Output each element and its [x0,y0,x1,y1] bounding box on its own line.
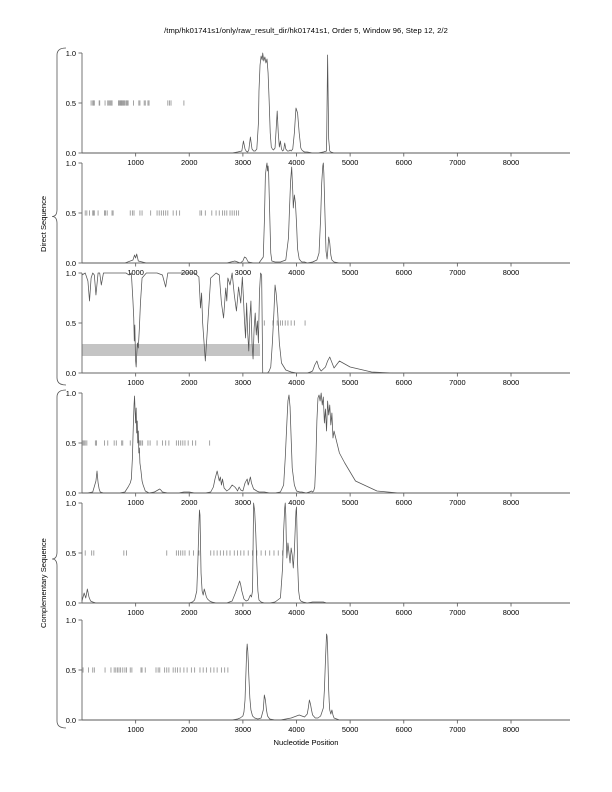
x-tick-label: 7000 [449,268,465,277]
x-tick-label: 7000 [449,608,465,617]
x-tick-label: 2000 [181,498,197,507]
panel-5: 0.0 0.5 1.0 1000 2000 3000 4000 5000 6000 7000 800… [66,499,570,617]
x-tick-label: 6000 [396,268,412,277]
feature-marks-row [90,100,185,106]
y-tick-label: 0.5 [66,549,76,558]
x-tick-label: 3000 [235,608,251,617]
x-tick-label: 8000 [503,498,519,507]
y-tick-label: 0.5 [66,209,76,218]
figure-title: /tmp/hk01741s1/only/raw_result_dir/hk017… [164,26,448,35]
series-line [82,633,570,721]
x-tick-label: 3000 [235,158,251,167]
x-tick-label: 4000 [288,608,304,617]
x-tick-label: 2000 [181,268,197,277]
y-tick-label: 0.0 [66,489,76,498]
x-tick-label: 7000 [449,378,465,387]
y-tick-label: 0.5 [66,666,76,675]
brace-direct-sequence [52,47,67,386]
x-tick-label: 6000 [396,498,412,507]
y-tick-label: 1.0 [66,499,76,508]
panel-2: 0.0 0.5 1.0 1000 2000 3000 4000 5000 6000 7000 800… [66,159,570,277]
panel-3: 0.0 0.5 1.0 1000 2000 3000 4000 5000 6000 7000 800… [66,269,570,387]
x-tick-label: 2000 [181,608,197,617]
x-tick-label: 1000 [127,268,143,277]
x-tick-label: 8000 [503,158,519,167]
x-tick-label: 8000 [503,378,519,387]
panel-axes [81,503,570,604]
x-tick-label: 1000 [127,378,143,387]
x-tick-label: 3000 [235,378,251,387]
x-tick-label: 1000 [127,498,143,507]
y-tick-label: 0.0 [66,149,76,158]
x-tick-label: 6000 [396,608,412,617]
y-tick-label: 1.0 [66,389,76,398]
x-tick-label: 6000 [396,158,412,167]
series-line [81,272,570,374]
y-tick-label: 0.0 [66,599,76,608]
x-tick-label: 2000 [181,725,197,734]
brace-complementary-sequence [52,389,67,729]
panel-1: 0.0 0.5 1.0 1000 2000 3000 4000 5000 6000 7000 800… [66,49,570,167]
y-tick-label: 0.5 [66,439,76,448]
y-tick-label: 0.0 [66,369,76,378]
panel-axes [81,53,570,154]
x-axis-label: Nucleotide Position [273,738,339,747]
x-tick-label: 8000 [503,268,519,277]
x-tick-label: 2000 [181,378,197,387]
x-tick-label: 1000 [127,158,143,167]
x-tick-label: 1000 [127,725,143,734]
series-line [82,52,570,154]
x-tick-label: 6000 [396,725,412,734]
highlight-region-bar [82,344,261,356]
y-tick-label: 0.5 [66,319,76,328]
x-tick-label: 4000 [288,158,304,167]
x-tick-label: 6000 [396,378,412,387]
x-tick-label: 7000 [449,158,465,167]
y-tick-label: 1.0 [66,49,76,58]
x-tick-label: 2000 [181,158,197,167]
x-tick-label: 4000 [288,725,304,734]
y-tick-label: 1.0 [66,616,76,625]
x-tick-label: 7000 [449,725,465,734]
x-tick-label: 5000 [342,608,358,617]
y-tick-label: 0.0 [66,259,76,268]
y-tick-label: 1.0 [66,159,76,168]
x-tick-label: 5000 [342,158,358,167]
x-tick-label: 5000 [342,498,358,507]
series-line [82,162,570,264]
x-tick-label: 1000 [127,608,143,617]
series-line [82,392,570,494]
x-tick-label: 3000 [235,268,251,277]
x-tick-label: 3000 [235,498,251,507]
panel-6: 0.0 0.5 1.0 1000 2000 3000 4000 5000 6000 7000 800… [66,616,570,734]
x-tick-label: 3000 [235,725,251,734]
x-tick-label: 4000 [288,498,304,507]
y-tick-label: 0.5 [66,99,76,108]
x-tick-label: 5000 [342,725,358,734]
feature-marks-row [84,550,284,556]
x-tick-label: 5000 [342,268,358,277]
y-tick-label: 1.0 [66,269,76,278]
feature-marks-row [82,440,211,446]
feature-marks-row [84,210,240,216]
x-tick-label: 4000 [288,268,304,277]
x-tick-label: 8000 [503,608,519,617]
panel-axes [81,620,570,721]
series-line [81,502,570,604]
feature-marks-row [263,320,306,326]
x-tick-label: 4000 [288,378,304,387]
feature-marks-row [82,667,229,673]
y-axis-label-direct-sequence: Direct Sequence [39,195,48,252]
x-tick-label: 7000 [449,498,465,507]
panel-axes [81,393,570,494]
x-tick-label: 5000 [342,378,358,387]
y-axis-label-complementary-sequence: Complementary Sequence [39,538,48,628]
panel-axes [81,273,570,374]
y-tick-label: 0.0 [66,716,76,725]
panel-4: 0.0 0.5 1.0 1000 2000 3000 4000 5000 6000 7000 800… [66,389,570,507]
x-tick-label: 8000 [503,725,519,734]
